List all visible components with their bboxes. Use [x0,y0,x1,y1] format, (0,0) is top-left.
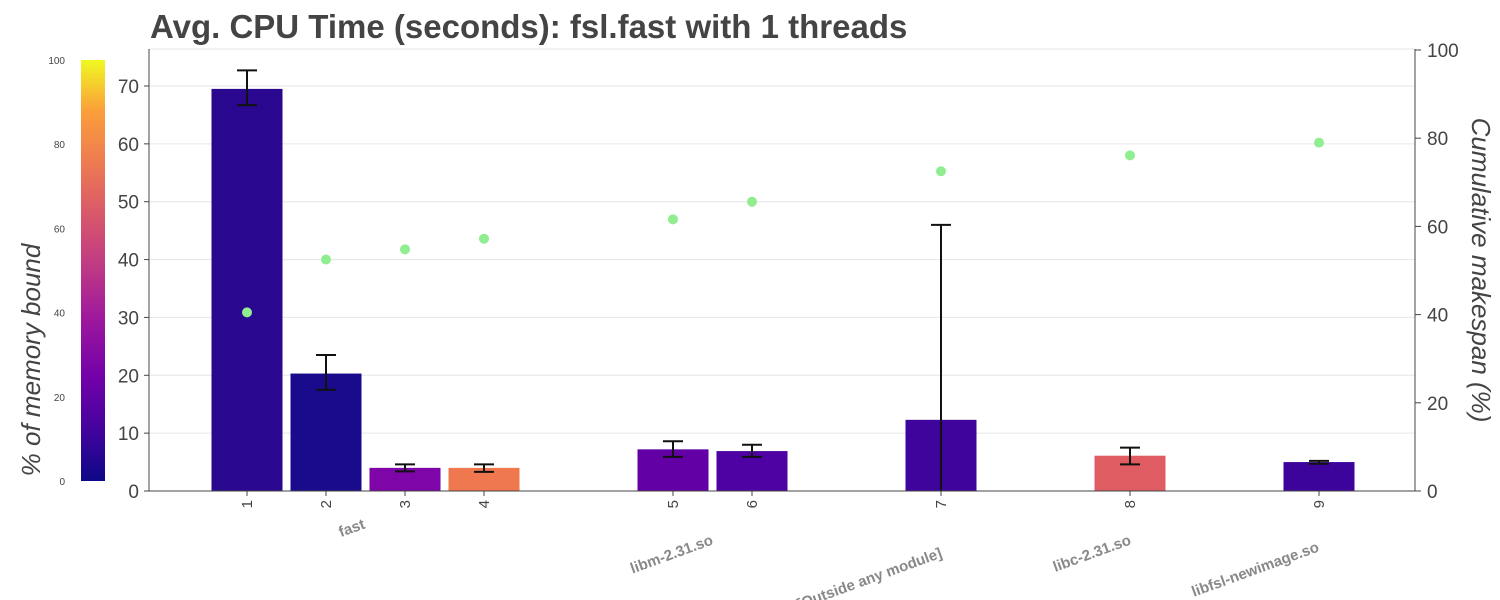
right-tick-label: 60 [1427,217,1448,238]
chart-title: Avg. CPU Time (seconds): fsl.fast with 1… [150,8,907,45]
bar-9 [1283,462,1355,491]
right-axis-label: Cumulative makespan (%) [1466,118,1496,423]
right-tick-label: 40 [1427,306,1448,327]
x-tick-label: 3 [397,500,414,508]
bar-4 [448,467,520,491]
right-tick-label: 80 [1427,129,1448,150]
cumulative-markers [242,137,1324,318]
cumulative-marker-2 [321,254,331,265]
x-tick-label: 2 [318,500,335,508]
bar-1 [211,88,283,492]
left-tick-label: 20 [118,366,139,387]
group-label-4: libfsl-newimage.so [1189,539,1321,600]
colorbar-gradient [81,60,105,481]
colorbar: 0 20 40 60 80 100 [48,56,105,488]
colorbar-tick-label: 80 [54,140,66,151]
right-tick-label: 0 [1427,482,1438,503]
colorbar-tick-label: 40 [54,309,66,320]
colorbar-label: % of memory bound [16,242,46,476]
x-tick-label: 5 [665,500,682,508]
cumulative-marker-7 [936,166,946,177]
colorbar-tick-label: 0 [59,477,65,488]
left-tick-label: 60 [118,135,139,156]
group-label-2: [Outside any module] [794,545,944,600]
cumulative-marker-8 [1125,150,1135,161]
colorbar-tick-label: 20 [54,393,66,404]
cumulative-marker-1 [242,307,252,318]
left-tick-label: 10 [118,424,139,445]
group-label-3: libc-2.31.so [1051,532,1134,576]
x-tick-label: 4 [476,500,493,508]
bar-3 [369,467,441,491]
right-tick-label: 100 [1427,41,1459,62]
bar-2 [290,373,362,491]
left-tick-label: 40 [118,251,139,272]
bars [211,88,1355,492]
cumulative-marker-6 [747,196,757,207]
group-labels: fast libm-2.31.so [Outside any module] libc… [336,516,1321,600]
x-tick-label: 1 [239,500,256,508]
group-label-0: fast [336,516,367,541]
error-bars [237,69,1329,491]
left-tick-label: 70 [118,77,139,98]
x-tick-label: 6 [744,500,761,508]
colorbar-tick-label: 100 [48,56,65,67]
right-tick-label: 20 [1427,394,1448,415]
cumulative-marker-9 [1314,137,1324,148]
cumulative-marker-3 [400,244,410,255]
colorbar-tick-label: 60 [54,224,66,235]
x-tick-labels: 1 2 3 4 5 6 7 8 9 [239,500,1328,508]
axes: 0 10 20 30 40 50 60 70 0 20 40 60 80 100 [118,41,1459,503]
left-tick-label: 30 [118,308,139,329]
left-tick-label: 50 [118,193,139,214]
x-tick-label: 9 [1311,500,1328,508]
x-tick-label: 8 [1122,500,1139,508]
cumulative-marker-4 [479,233,489,244]
cumulative-marker-5 [668,214,678,225]
group-label-1: libm-2.31.so [628,532,715,578]
x-tick-label: 7 [933,500,950,508]
left-tick-label: 0 [128,482,139,503]
